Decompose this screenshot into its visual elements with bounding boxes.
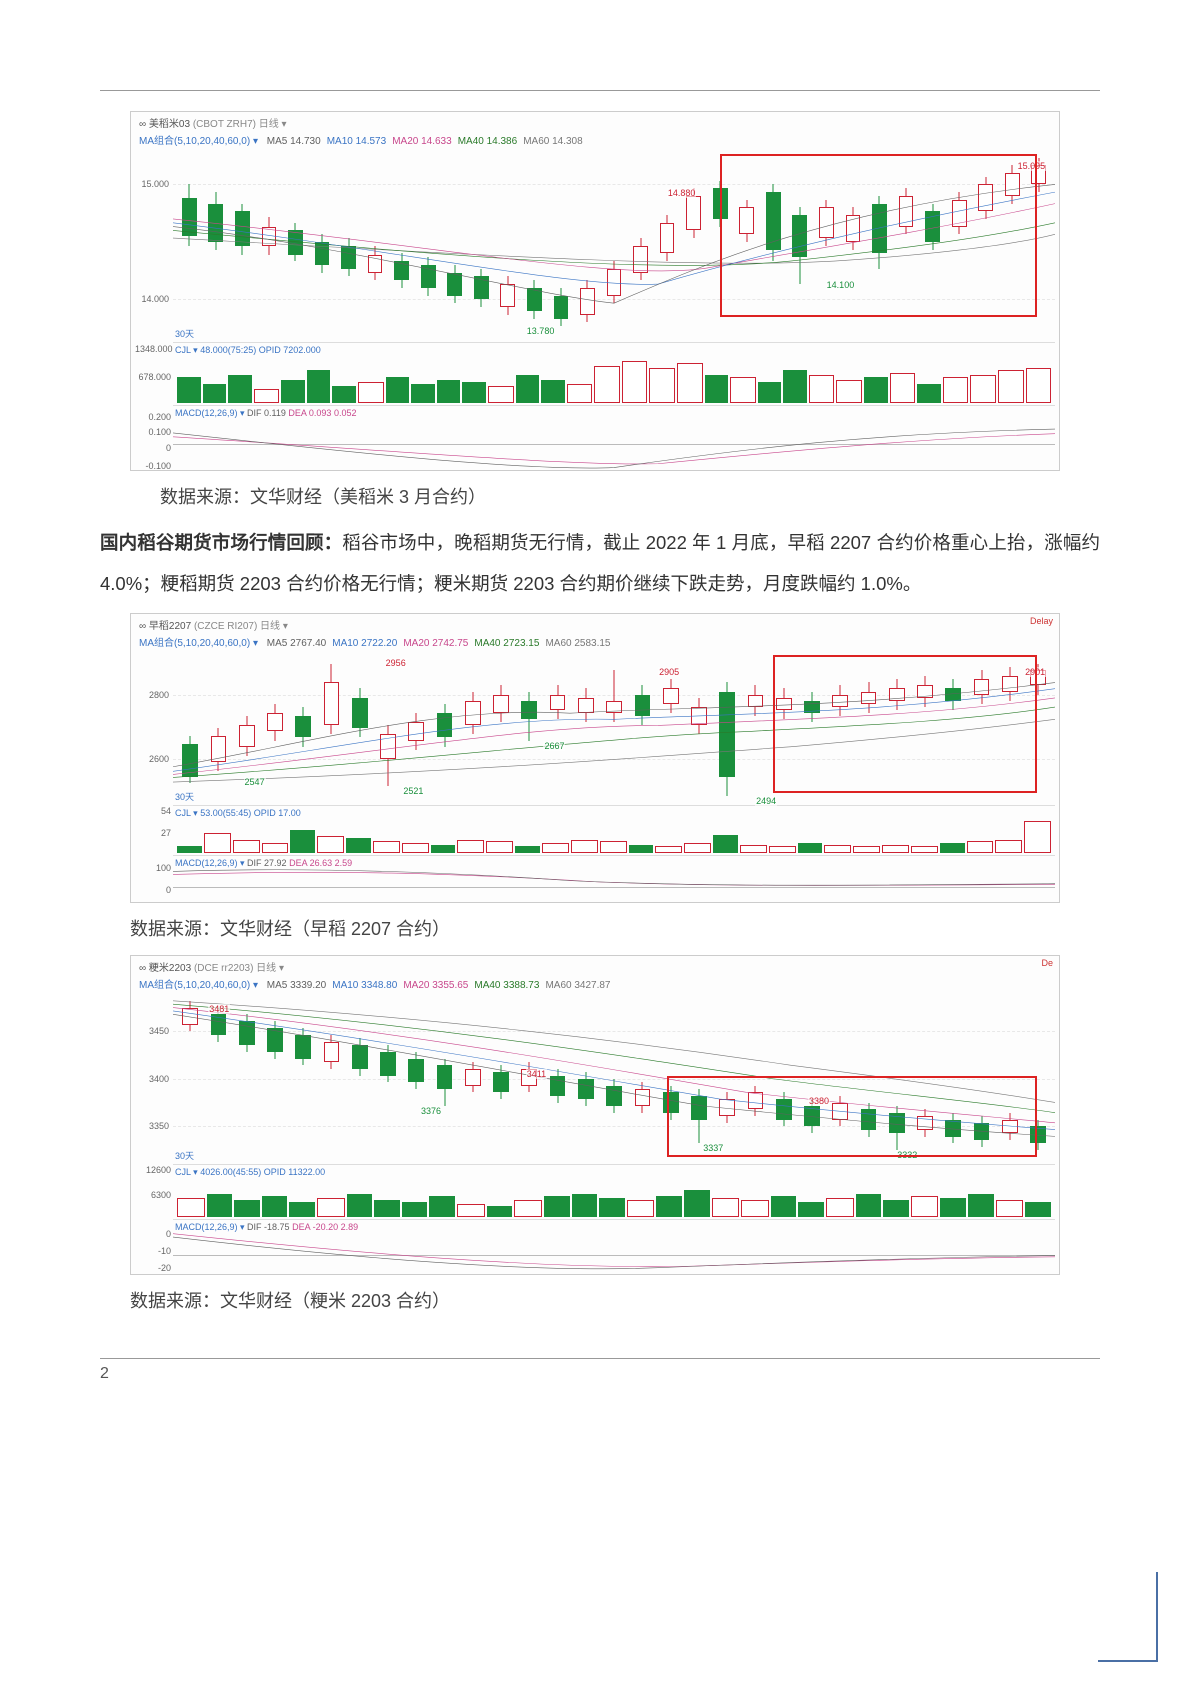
- delay-tag: De: [1041, 958, 1053, 968]
- highlight-box: [720, 154, 1038, 317]
- price-label: 2956: [385, 658, 407, 668]
- price-label: 3411: [526, 1069, 547, 1079]
- caption-chart1: 数据来源：文华财经（美稻米 3 月合约）: [160, 481, 1100, 513]
- price-label: 2547: [244, 777, 266, 787]
- body-paragraph: 国内稻谷期货市场行情回顾：稻谷市场中，晚稻期货无行情，截止 2022 年 1 月…: [100, 523, 1100, 604]
- chart-early-rice: ∞ 早稻2207 (CZCE RI207) 日线 ▾MA组合(5,10,20,4…: [130, 613, 1060, 903]
- page-number: 2: [100, 1358, 1100, 1383]
- macd-panel: MACD(12,26,9) ▾ DIF 27.92 DEA 26.63 2.59…: [173, 856, 1055, 918]
- body-lead: 国内稻谷期货市场行情回顾：: [100, 532, 342, 553]
- highlight-box: [773, 655, 1038, 793]
- y-axis: 345034003350: [135, 994, 171, 1164]
- period-label: 30天: [175, 327, 194, 340]
- chart-title: ∞ 粳米2203 (DCE rr2203) 日线 ▾: [135, 960, 1055, 977]
- volume-panel: CJL ▾ 4026.00(45:55) OPID 11322.00126006…: [173, 1165, 1055, 1221]
- vol-header: CJL ▾ 4026.00(45:55) OPID 11322.00: [173, 1165, 1055, 1178]
- price-panel: 28002600295629052901266725472521249430天: [173, 652, 1055, 806]
- vol-header: CJL ▾ 53.00(55:45) OPID 17.00: [173, 806, 1055, 819]
- vol-bars: [177, 357, 1051, 403]
- macd-curves: [173, 406, 1055, 483]
- ma-legend: MA组合(5,10,20,40,60,0) ▾ MA5 14.730MA10 1…: [135, 133, 1055, 150]
- chart-japonica-rice: ∞ 粳米2203 (DCE rr2203) 日线 ▾MA组合(5,10,20,4…: [130, 955, 1060, 1275]
- delay-tag: Delay: [1030, 616, 1053, 626]
- top-rule: [100, 90, 1100, 91]
- caption-chart3: 数据来源：文华财经（粳米 2203 合约）: [130, 1285, 1100, 1317]
- period-label: 30天: [175, 1149, 194, 1162]
- price-panel: 34503400335034813411338033763337333230天: [173, 994, 1055, 1165]
- vol-header: CJL ▾ 48.000(75:25) OPID 7202.000: [173, 343, 1055, 356]
- highlight-box: [667, 1076, 1037, 1157]
- chart-us-rice: ∞ 美稻米03 (CBOT ZRH7) 日线 ▾MA组合(5,10,20,40,…: [130, 111, 1060, 471]
- macd-panel: MACD(12,26,9) ▾ DIF -18.75 DEA -20.20 2.…: [173, 1220, 1055, 1288]
- price-label: 3376: [420, 1106, 442, 1116]
- macd-panel: MACD(12,26,9) ▾ DIF 0.119 DEA 0.093 0.05…: [173, 406, 1055, 483]
- price-label: 3481: [208, 1004, 230, 1014]
- corner-decoration: [1156, 1572, 1158, 1662]
- price-label: 14.880: [667, 188, 697, 198]
- price-label: 2521: [402, 786, 424, 796]
- vol-bars: [177, 820, 1051, 853]
- price-label: 13.780: [526, 326, 556, 336]
- macd-curves: [173, 1220, 1055, 1288]
- ma-legend: MA组合(5,10,20,40,60,0) ▾ MA5 2767.40MA10 …: [135, 635, 1055, 652]
- y-axis: 28002600: [135, 652, 171, 805]
- price-panel: 15.00014.00015.09514.88014.10013.78030天: [173, 150, 1055, 343]
- chart-title: ∞ 美稻米03 (CBOT ZRH7) 日线 ▾: [135, 116, 1055, 133]
- price-label: 2905: [658, 667, 680, 677]
- macd-curves: [173, 856, 1055, 918]
- period-label: 30天: [175, 790, 194, 803]
- price-label: 2667: [543, 741, 565, 751]
- y-axis: 15.00014.000: [135, 150, 171, 342]
- price-label: 2494: [755, 796, 777, 806]
- vol-bars: [177, 1179, 1051, 1218]
- volume-panel: CJL ▾ 53.00(55:45) OPID 17.005427: [173, 806, 1055, 856]
- volume-panel: CJL ▾ 48.000(75:25) OPID 7202.0001348.00…: [173, 343, 1055, 406]
- ma-legend: MA组合(5,10,20,40,60,0) ▾ MA5 3339.20MA10 …: [135, 977, 1055, 994]
- chart-title: ∞ 早稻2207 (CZCE RI207) 日线 ▾: [135, 618, 1055, 635]
